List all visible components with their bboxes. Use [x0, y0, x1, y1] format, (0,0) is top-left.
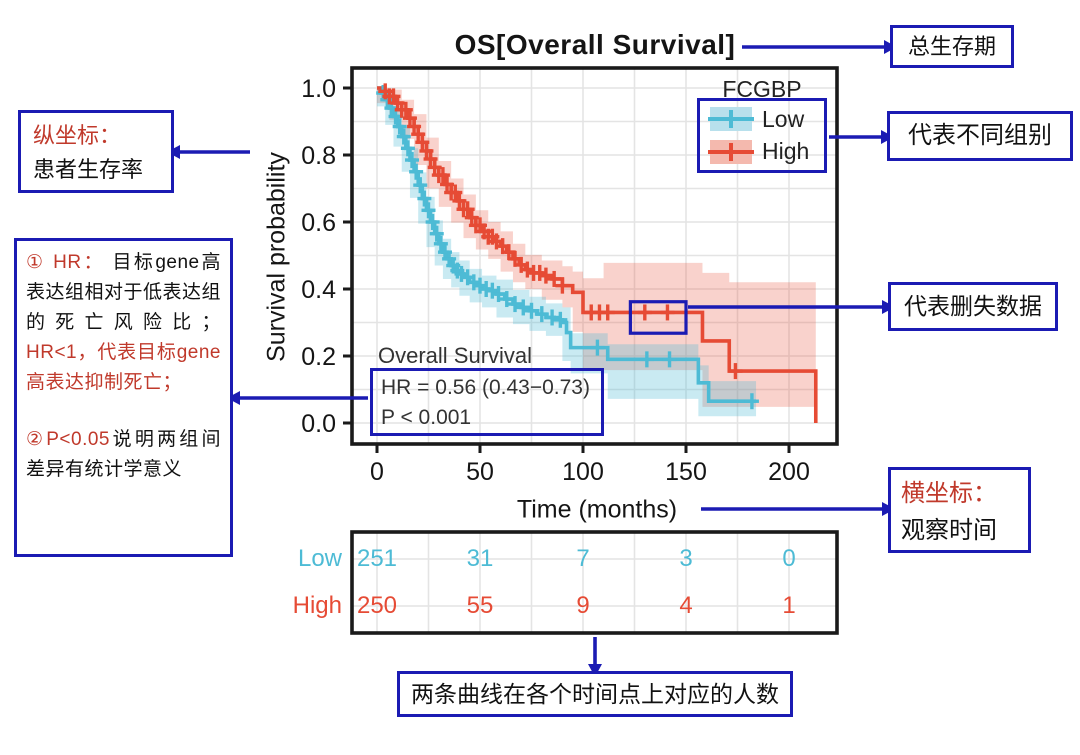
- svg-text:0.4: 0.4: [301, 276, 336, 304]
- risk-row-label-low: Low: [297, 545, 342, 572]
- callout-groups: 代表不同组别: [887, 111, 1073, 161]
- callout-risk-table-meaning: 两条曲线在各个时间点上对应的人数: [397, 671, 793, 717]
- chart-title: OS[Overall Survival]: [454, 29, 736, 60]
- legend-label-high: High: [762, 138, 810, 165]
- callout-x-axis-meaning: 观察时间: [901, 517, 997, 544]
- callout-y-axis-term: 纵坐标：: [33, 123, 122, 148]
- svg-text:200: 200: [768, 458, 810, 486]
- risk-count-high-200: 1: [782, 592, 796, 619]
- svg-text:0.8: 0.8: [301, 142, 336, 170]
- svg-text:150: 150: [665, 458, 707, 486]
- legend-box: Low High: [697, 98, 827, 173]
- svg-text:0.0: 0.0: [301, 410, 336, 438]
- legend-title: FCGBP: [722, 76, 802, 102]
- risk-count-high-0: 250: [356, 592, 398, 619]
- risk-count-low-50: 31: [466, 545, 494, 572]
- svg-text:100: 100: [562, 458, 604, 486]
- svg-text:0.6: 0.6: [301, 209, 336, 237]
- risk-count-low-150: 3: [679, 545, 693, 572]
- risk-count-low-200: 0: [782, 545, 796, 572]
- risk-count-high-150: 4: [679, 592, 693, 619]
- callout-x-axis-term: 横坐标：: [901, 480, 997, 507]
- high-curve-swatch-icon: [708, 139, 754, 164]
- x-axis-label: Time (months): [516, 495, 678, 524]
- hr-explain-seg3: HR<1，代表目标gene高表达抑制死亡；: [26, 342, 221, 393]
- callout-x-axis: 横坐标： 观察时间: [888, 467, 1031, 553]
- hr-explain-seg4: ②P<0.05: [26, 429, 110, 450]
- callout-y-axis: 纵坐标： 患者生存率: [18, 110, 174, 193]
- risk-count-low-100: 7: [576, 545, 590, 572]
- callout-overall-survival: 总生存期: [890, 25, 1014, 68]
- risk-count-high-100: 9: [576, 592, 590, 619]
- svg-text:0.2: 0.2: [301, 343, 336, 371]
- low-curve-swatch-icon: [708, 107, 754, 132]
- hr-value: HR = 0.56 (0.43−0.73): [381, 376, 590, 399]
- hr-stats-box: HR = 0.56 (0.43−0.73) P < 0.001: [370, 368, 604, 436]
- legend-item-high: High: [708, 138, 824, 166]
- svg-text:50: 50: [466, 458, 494, 486]
- legend-label-low: Low: [762, 105, 805, 132]
- inplot-analysis-label: Overall Survival: [378, 343, 533, 368]
- legend-item-low: Low: [708, 105, 824, 133]
- callout-hr-explanation: ① HR： 目标gene高表达组相对于低表达组的死亡风险比； HR<1，代表目标g…: [14, 238, 233, 557]
- risk-count-low-0: 251: [356, 545, 398, 572]
- hr-explain-seg2: 目标gene高表达组相对于低表达组的死亡风险比；: [26, 252, 222, 333]
- hr-explain-seg1: ① HR：: [26, 252, 113, 273]
- callout-y-axis-meaning: 患者生存率: [33, 157, 144, 182]
- risk-count-high-50: 55: [466, 592, 494, 619]
- p-value: P < 0.001: [381, 406, 472, 429]
- svg-text:1.0: 1.0: [301, 75, 336, 103]
- callout-censored-data: 代表删失数据: [888, 282, 1058, 331]
- y-axis-label: Survival probability: [262, 152, 291, 362]
- risk-row-label-high: High: [292, 592, 342, 619]
- svg-text:0: 0: [370, 458, 384, 486]
- hr-explain-seg5: 说明两组间差异有统计学意义: [26, 429, 221, 480]
